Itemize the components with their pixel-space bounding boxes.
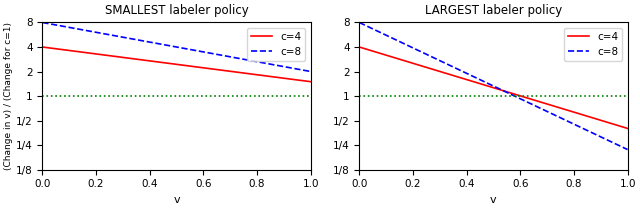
c=8: [259, 61, 266, 64]
c=4: [166, 62, 173, 65]
Line: c=8: c=8: [42, 23, 310, 71]
c=8: [307, 70, 314, 73]
X-axis label: v: v: [173, 195, 180, 205]
Legend: c=4, c=8: c=4, c=8: [564, 28, 622, 61]
Y-axis label: (Change in v) / (Change for c=1): (Change in v) / (Change for c=1): [4, 22, 13, 170]
Line: c=8: c=8: [359, 23, 628, 150]
c=8: [166, 45, 173, 47]
c=8: [575, 125, 583, 128]
Line: c=4: c=4: [359, 47, 628, 128]
Line: c=4: c=4: [42, 47, 310, 82]
c=4: [575, 112, 583, 115]
c=8: [184, 48, 191, 50]
Title: LARGEST labeler policy: LARGEST labeler policy: [425, 4, 562, 17]
c=4: [483, 84, 491, 87]
c=8: [624, 148, 632, 151]
c=8: [198, 50, 206, 53]
X-axis label: v: v: [490, 195, 497, 205]
c=4: [500, 90, 508, 92]
c=4: [168, 62, 175, 65]
Title: SMALLEST labeler policy: SMALLEST labeler policy: [105, 4, 248, 17]
c=8: [300, 69, 308, 72]
c=4: [198, 66, 206, 69]
c=8: [355, 21, 363, 24]
c=8: [38, 21, 46, 24]
c=4: [184, 65, 191, 67]
c=8: [515, 97, 523, 99]
c=8: [484, 82, 492, 85]
c=4: [300, 80, 308, 82]
c=4: [618, 125, 625, 128]
c=4: [307, 80, 314, 83]
c=8: [483, 82, 491, 84]
c=8: [500, 90, 508, 93]
Legend: c=4, c=8: c=4, c=8: [247, 28, 305, 61]
c=4: [515, 94, 523, 97]
c=4: [624, 127, 632, 130]
c=8: [168, 45, 175, 47]
c=4: [484, 85, 492, 87]
c=4: [355, 46, 363, 48]
c=8: [618, 145, 625, 148]
c=4: [38, 46, 46, 48]
c=4: [259, 74, 266, 77]
